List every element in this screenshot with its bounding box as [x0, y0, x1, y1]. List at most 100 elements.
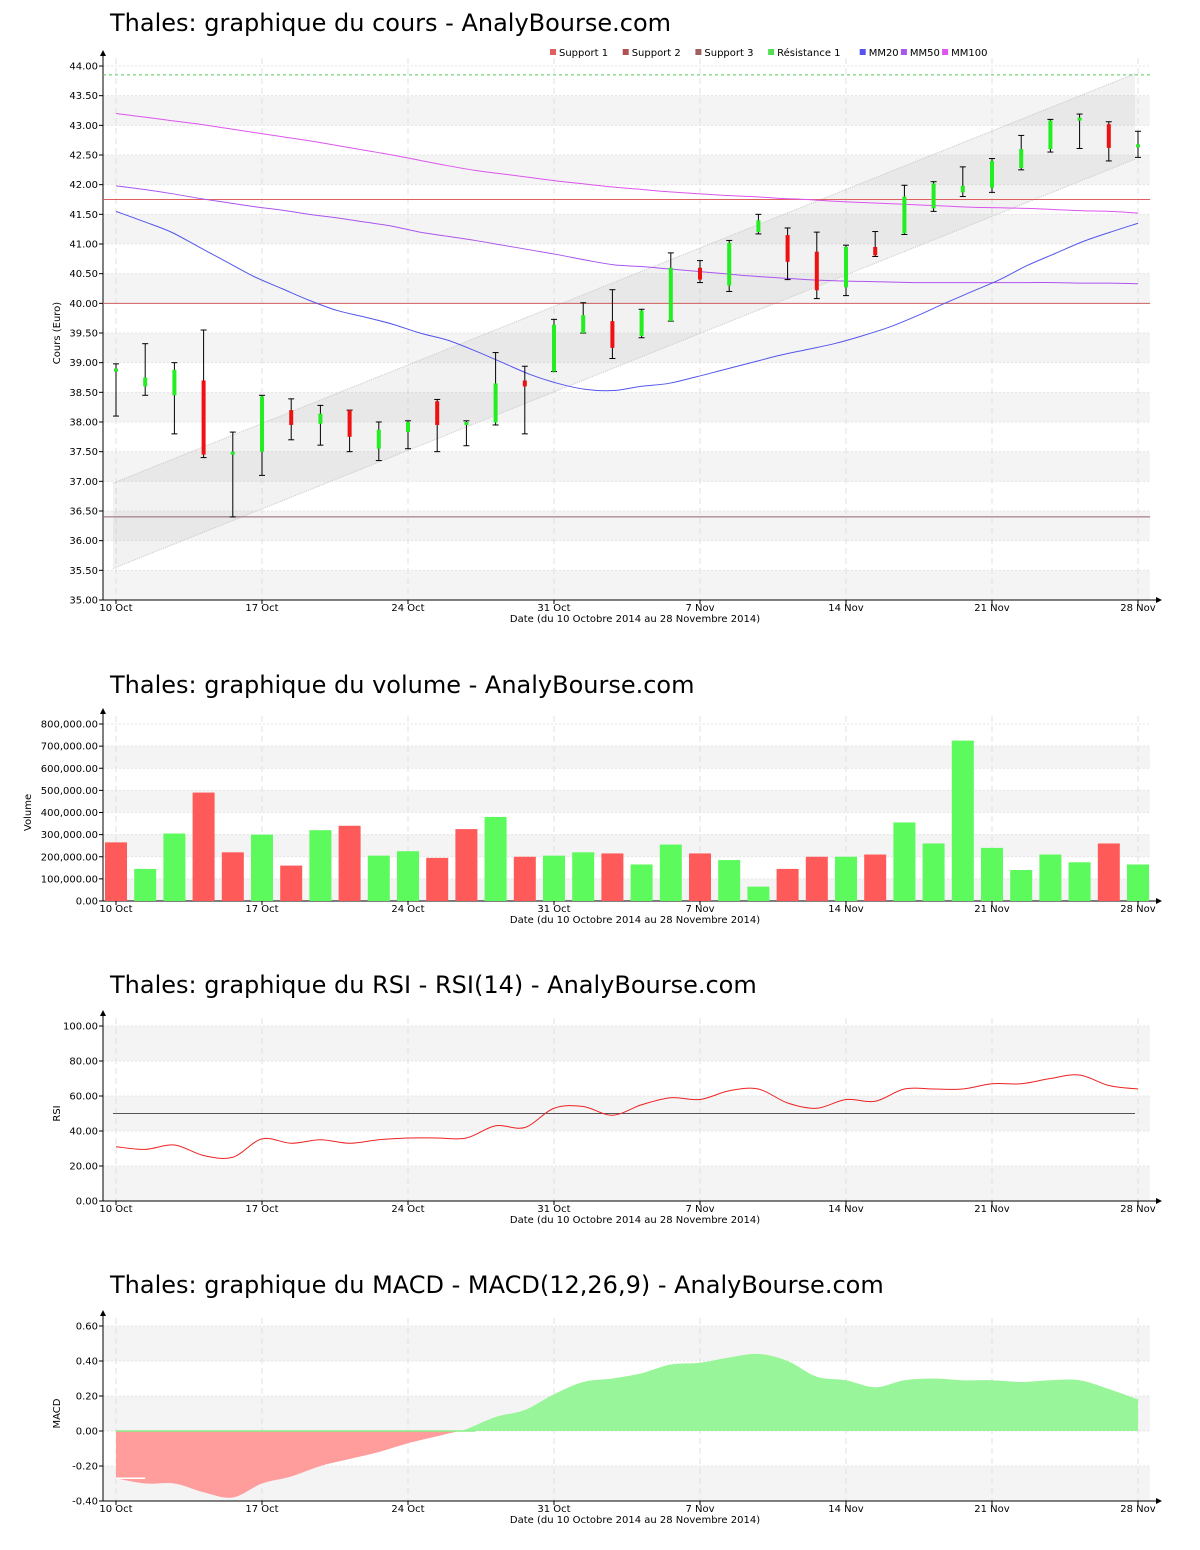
volume-bar: [105, 842, 127, 901]
volume-x-tick-label: 10 Oct: [99, 904, 132, 915]
candle-body: [873, 246, 878, 256]
volume-bar: [309, 830, 332, 901]
macd-y-tick-label: 0.00: [76, 1427, 98, 1438]
candle-body: [230, 451, 235, 455]
macd-positive-area: [459, 1353, 1139, 1431]
legend-label: Support 2: [632, 48, 681, 59]
candle-body: [785, 235, 790, 262]
price-x-tick-label: 17 Oct: [245, 603, 278, 614]
volume-y-tick-label: 800,000.00: [41, 720, 98, 731]
legend-swatch: [695, 49, 702, 55]
macd-x-tick-label: 31 Oct: [537, 1504, 570, 1515]
legend-label: Support 1: [559, 48, 608, 59]
price-y-tick-label: 36.50: [69, 507, 98, 518]
volume-bar: [192, 792, 215, 901]
price-grid-band: [103, 392, 1150, 422]
price-y-tick-label: 39.50: [69, 329, 98, 340]
rsi-x-tick-label: 14 Nov: [828, 1204, 864, 1215]
trend-channel-upper: [112, 73, 1136, 484]
rsi-y-tick-label: 0.00: [76, 1197, 98, 1208]
rsi-y-tick-label: 80.00: [69, 1057, 98, 1068]
candle-body: [552, 324, 556, 372]
volume-bar: [221, 852, 244, 901]
volume-chart-panel: Thales: graphique du volume - AnalyBours…: [0, 660, 1200, 940]
candle-body: [931, 183, 936, 209]
macd-x-tick-label: 14 Nov: [828, 1504, 864, 1515]
price-x-tick-label: 21 Nov: [974, 603, 1010, 614]
price-y-tick-label: 38.00: [69, 418, 98, 429]
price-grid-band: [103, 214, 1150, 244]
volume-x-tick-label: 7 Nov: [685, 904, 714, 915]
candle-body: [406, 422, 410, 433]
price-y-tick-label: 44.00: [69, 62, 98, 73]
candle-body: [1106, 124, 1111, 148]
price-grid-band: [103, 273, 1150, 304]
volume-bar: [1068, 862, 1091, 901]
rsi-x-tick-label: 28 Nov: [1120, 1204, 1156, 1215]
rsi-chart-panel: Thales: graphique du RSI - RSI(14) - Ana…: [0, 960, 1200, 1240]
candle-body: [668, 267, 673, 322]
macd-chart-panel: Thales: graphique du MACD - MACD(12,26,9…: [0, 1260, 1200, 1550]
volume-bar: [572, 852, 595, 901]
volume-y-axis-arrow: [100, 708, 106, 714]
rsi-chart: 0.00 20.00 40.00 60.00 80.00 100.00 10 Oct 17 O…: [52, 1010, 1162, 1226]
volume-grid-band: [103, 746, 1150, 769]
price-x-tick-label: 10 Oct: [99, 603, 132, 614]
macd-y-axis-label: MACD: [52, 1398, 63, 1428]
volume-grid-band: [103, 834, 1150, 857]
volume-y-tick-label: 200,000.00: [41, 852, 98, 863]
volume-x-axis-arrow: [1156, 898, 1162, 904]
rsi-x-axis-arrow: [1156, 1198, 1162, 1204]
volume-bar: [367, 855, 390, 901]
price-y-tick-label: 42.00: [69, 180, 98, 191]
volume-bar: [251, 834, 273, 901]
volume-y-tick-label: 600,000.00: [41, 764, 98, 775]
candle-body: [990, 160, 994, 188]
macd-y-tick-label: 0.20: [76, 1392, 98, 1403]
rsi-x-tick-label: 31 Oct: [537, 1204, 570, 1215]
legend-label: Résistance 1: [777, 47, 840, 59]
macd-y-tick-label: -0.40: [72, 1497, 98, 1508]
price-grid-band: [103, 95, 1150, 126]
volume-bar: [689, 853, 711, 901]
price-grid-band: [103, 570, 1150, 600]
macd-x-tick-label: 21 Nov: [974, 1504, 1010, 1515]
price-y-tick-label: 37.00: [69, 477, 98, 488]
candle-body: [1136, 144, 1140, 148]
rsi-x-tick-label: 7 Nov: [685, 1204, 714, 1215]
legend-swatch: [622, 49, 629, 55]
volume-y-tick-label: 500,000.00: [41, 786, 98, 797]
rsi-x-tick-label: 24 Oct: [391, 1204, 424, 1215]
candle-body: [318, 413, 323, 424]
volume-bar: [747, 886, 770, 901]
candle-body: [347, 410, 352, 437]
price-x-tick-label: 14 Nov: [828, 603, 864, 614]
rsi-x-tick-label: 10 Oct: [99, 1204, 132, 1215]
volume-bar: [484, 816, 507, 901]
candle-body: [435, 401, 440, 425]
rsi-x-tick-label: 21 Nov: [974, 1204, 1010, 1215]
trend-channel-lower: [112, 158, 1136, 570]
price-x-tick-label: 28 Nov: [1120, 603, 1156, 614]
macd-x-tick-label: 24 Oct: [391, 1504, 424, 1515]
candle-body: [844, 246, 848, 288]
rsi-grid-band: [103, 1166, 1150, 1201]
price-chart-panel: Thales: graphique du cours - AnalyBourse…: [0, 0, 1200, 640]
legend-swatch: [900, 49, 907, 55]
volume-x-tick-label: 31 Oct: [537, 904, 570, 915]
volume-bar: [835, 856, 857, 901]
price-y-tick-label: 35.50: [69, 566, 98, 577]
legend-label: Support 3: [704, 48, 753, 59]
legend-swatch: [859, 49, 866, 55]
volume-grid-band: [103, 790, 1150, 813]
price-y-tick-label: 38.50: [69, 388, 98, 399]
volume-bar: [659, 844, 682, 901]
price-y-axis-arrow: [100, 50, 106, 56]
volume-bar: [426, 857, 449, 901]
price-x-axis-arrow: [1156, 597, 1162, 603]
macd-x-tick-label: 10 Oct: [99, 1504, 132, 1515]
volume-bar: [543, 855, 565, 901]
price-x-tick-label: 24 Oct: [391, 603, 424, 614]
price-y-tick-label: 39.00: [69, 358, 98, 369]
macd-chart: -0.40 -0.20 0.00 0.20 0.40 0.60 10 Oct 17 Oct 24…: [52, 1310, 1162, 1526]
